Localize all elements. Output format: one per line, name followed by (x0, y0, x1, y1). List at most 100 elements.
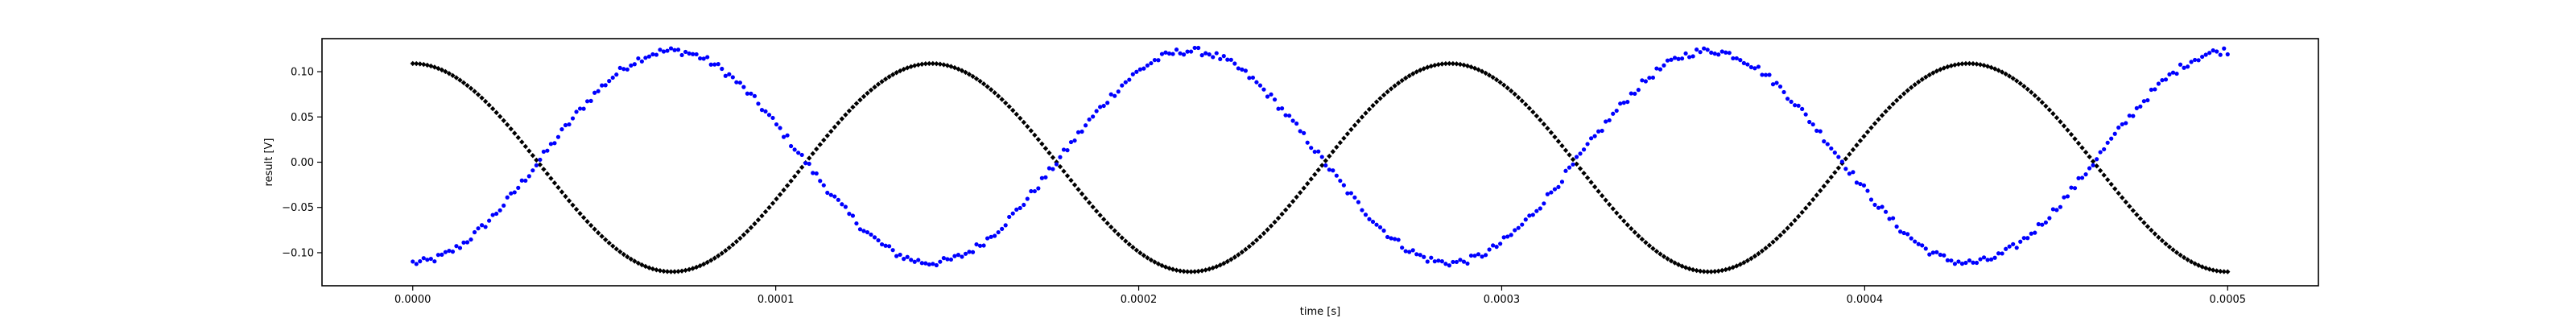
data-point (2153, 87, 2157, 92)
data-point (1970, 60, 1976, 67)
data-point (1977, 62, 1984, 68)
data-point (1334, 173, 1339, 178)
data-point (479, 95, 485, 101)
data-point (1559, 142, 1565, 149)
data-point (1686, 266, 1692, 272)
data-point (777, 192, 783, 197)
data-point (2091, 163, 2095, 167)
data-point (1916, 79, 1922, 85)
data-point (2170, 70, 2176, 75)
data-point (980, 81, 987, 87)
data-point (2134, 105, 2139, 110)
data-point (2010, 76, 2016, 81)
data-point (1316, 149, 1321, 154)
data-point (919, 261, 924, 266)
data-point (1392, 83, 1397, 89)
data-point (704, 259, 710, 266)
data-point (2090, 159, 2096, 164)
data-point (2050, 111, 2056, 117)
data-point (1028, 128, 1034, 134)
data-point (2102, 146, 2107, 152)
data-point (716, 253, 721, 258)
data-point (1418, 67, 1423, 73)
data-point (1108, 92, 1113, 97)
data-point (1054, 159, 1059, 165)
data-point (1861, 183, 1867, 188)
data-point (741, 85, 746, 89)
data-point (1439, 61, 1445, 67)
data-point (450, 72, 456, 79)
data-point (868, 87, 874, 93)
data-point (2131, 113, 2136, 118)
data-point (977, 78, 983, 85)
data-point (2006, 73, 2013, 79)
data-point (1548, 130, 1554, 135)
data-point (1123, 80, 1128, 85)
data-point (1006, 104, 1012, 109)
data-point (1741, 260, 1747, 266)
data-point (1538, 206, 1542, 211)
data-point (938, 259, 943, 264)
data-point (490, 213, 495, 217)
data-point (418, 259, 423, 264)
data-point (1799, 209, 1805, 215)
data-point (1130, 72, 1135, 76)
data-point (1981, 255, 1987, 260)
data-point (2087, 154, 2092, 160)
data-point (1905, 88, 1910, 93)
data-point (1523, 217, 1528, 222)
data-point (1534, 113, 1540, 119)
data-point (683, 49, 688, 55)
data-point (1570, 156, 1576, 163)
data-point (857, 97, 863, 103)
data-point (1036, 186, 1041, 191)
data-point (1978, 257, 1983, 262)
data-point (2182, 65, 2186, 70)
data-point (1793, 103, 1798, 108)
data-point (625, 254, 630, 260)
data-point (534, 163, 539, 167)
data-point (737, 80, 742, 85)
data-point (541, 149, 546, 155)
data-point (1257, 83, 1263, 88)
data-point (1810, 196, 1816, 203)
data-point (927, 262, 931, 267)
data-point (1283, 113, 1288, 118)
data-point (2047, 216, 2052, 221)
data-point (1559, 180, 1565, 184)
data-point (2098, 150, 2103, 155)
plot-frame (321, 38, 2319, 287)
data-point (2018, 239, 2023, 244)
data-point (1516, 225, 1521, 230)
data-point (421, 61, 427, 68)
data-point (1709, 50, 1714, 55)
data-point (1402, 75, 1409, 81)
data-point (1189, 49, 1194, 54)
data-point (526, 148, 532, 154)
data-point (1239, 250, 1245, 255)
data-point (2094, 163, 2099, 169)
data-point (1464, 63, 1471, 69)
data-point (1578, 151, 1583, 156)
data-point (614, 72, 619, 77)
data-point (1097, 213, 1103, 218)
data-point (581, 106, 586, 111)
data-point (1327, 153, 1332, 159)
data-point (1356, 200, 1361, 204)
data-point (1719, 49, 1724, 54)
data-point (668, 46, 674, 51)
data-point (1920, 243, 1925, 248)
data-point (1377, 96, 1383, 101)
data-point (1367, 217, 1372, 221)
data-point (811, 171, 815, 175)
data-point (1290, 118, 1295, 123)
data-point (1501, 235, 1506, 240)
data-point (843, 204, 848, 209)
data-point (1042, 146, 1049, 151)
data-point (1476, 67, 1481, 72)
data-point (727, 72, 732, 76)
data-point (1130, 245, 1136, 250)
data-point (1279, 106, 1285, 111)
data-point (956, 253, 961, 258)
data-point (1159, 262, 1165, 269)
